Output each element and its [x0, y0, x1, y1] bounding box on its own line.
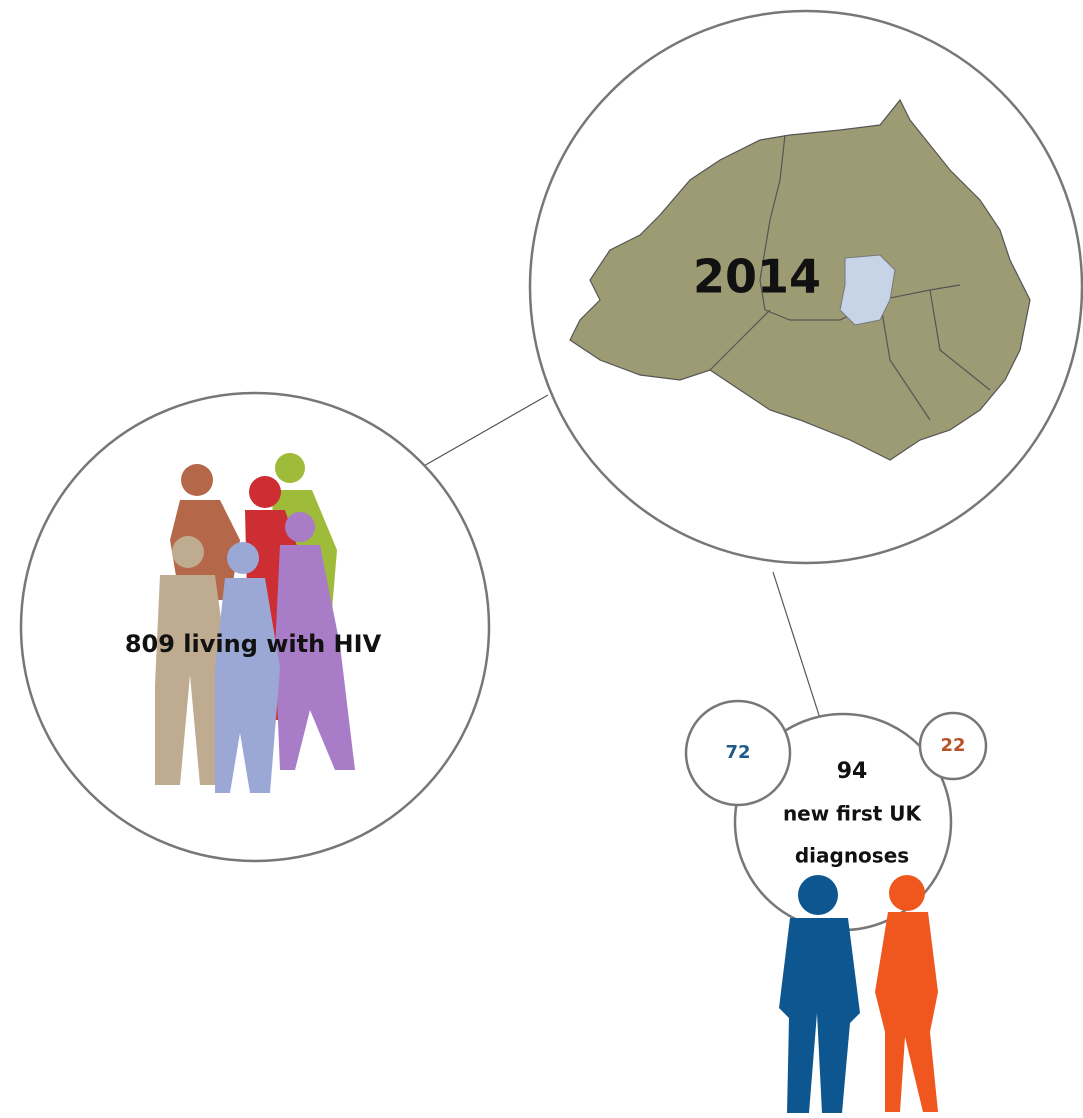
female-circle: [918, 711, 988, 781]
living-label: 809 living with HIV: [125, 630, 382, 658]
female-silhouette: [875, 875, 938, 1112]
diagnoses-line: new first UK: [783, 802, 923, 826]
female-count: 22: [940, 735, 965, 756]
diagnoses-count: 94: [837, 759, 868, 784]
year-label: 2014: [693, 250, 821, 304]
male-count: 72: [725, 742, 750, 763]
connector: [772, 571, 827, 738]
diagnoses-line: diagnoses: [795, 844, 909, 868]
male-silhouette: [779, 875, 860, 1113]
connector: [421, 394, 549, 468]
people-silhouettes: [155, 453, 355, 793]
map: [569, 98, 1031, 461]
male-circle: [684, 699, 792, 807]
